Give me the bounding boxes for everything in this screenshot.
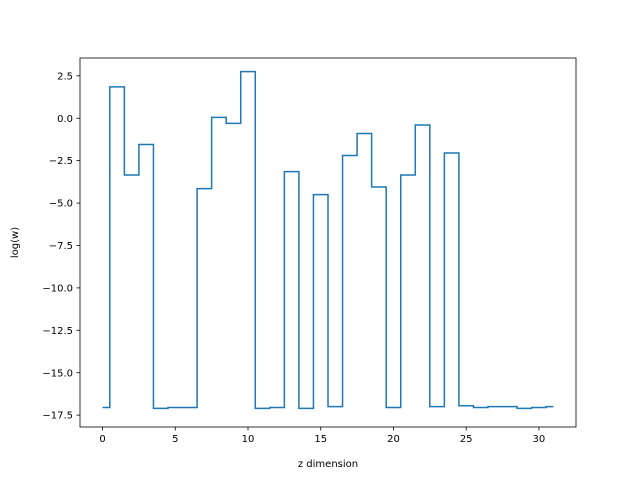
x-tick-label-4: 20	[387, 434, 400, 445]
y-tick-label-1: 0.0	[57, 114, 73, 125]
y-tick-label-7: −15.0	[42, 368, 73, 379]
x-tick-label-5: 25	[460, 434, 473, 445]
plot-area	[102, 70, 554, 410]
y-tick-label-2: −2.5	[49, 156, 73, 167]
y-tick-label-0: 2.5	[57, 71, 73, 82]
y-axis: 2.5 0.0 −2.5 −5.0 −7.5 −10.0 −12.5 −15.0 −17.5	[42, 71, 80, 422]
x-tick-label-1: 5	[172, 434, 178, 445]
y-tick-label-6: −12.5	[42, 326, 73, 337]
y-tick-label-3: −5.0	[49, 199, 73, 210]
y-axis-label: log(w)	[10, 227, 21, 258]
x-tick-label-0: 0	[99, 434, 105, 445]
x-tick-label-3: 15	[314, 434, 327, 445]
x-tick-label-6: 30	[533, 434, 546, 445]
series-line-0	[102, 70, 554, 410]
x-axis-label: z dimension	[298, 459, 358, 470]
y-tick-label-4: −7.5	[49, 241, 73, 252]
y-tick-label-5: −10.0	[42, 283, 73, 294]
y-tick-label-8: −17.5	[42, 411, 73, 422]
x-tick-label-2: 10	[242, 434, 255, 445]
axes-frame	[79, 57, 577, 428]
x-axis: 0 5 10 15 20 25 30	[99, 427, 545, 445]
